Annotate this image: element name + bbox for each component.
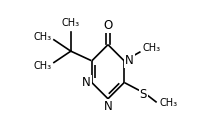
Text: N: N <box>125 54 134 67</box>
Text: CH₃: CH₃ <box>33 61 51 71</box>
Text: CH₃: CH₃ <box>33 32 51 42</box>
Text: S: S <box>140 87 147 100</box>
Text: CH₃: CH₃ <box>143 43 161 53</box>
Text: N: N <box>104 100 112 113</box>
Text: N: N <box>82 76 91 89</box>
Text: O: O <box>103 19 113 32</box>
Text: CH₃: CH₃ <box>61 18 79 28</box>
Text: CH₃: CH₃ <box>159 99 178 108</box>
